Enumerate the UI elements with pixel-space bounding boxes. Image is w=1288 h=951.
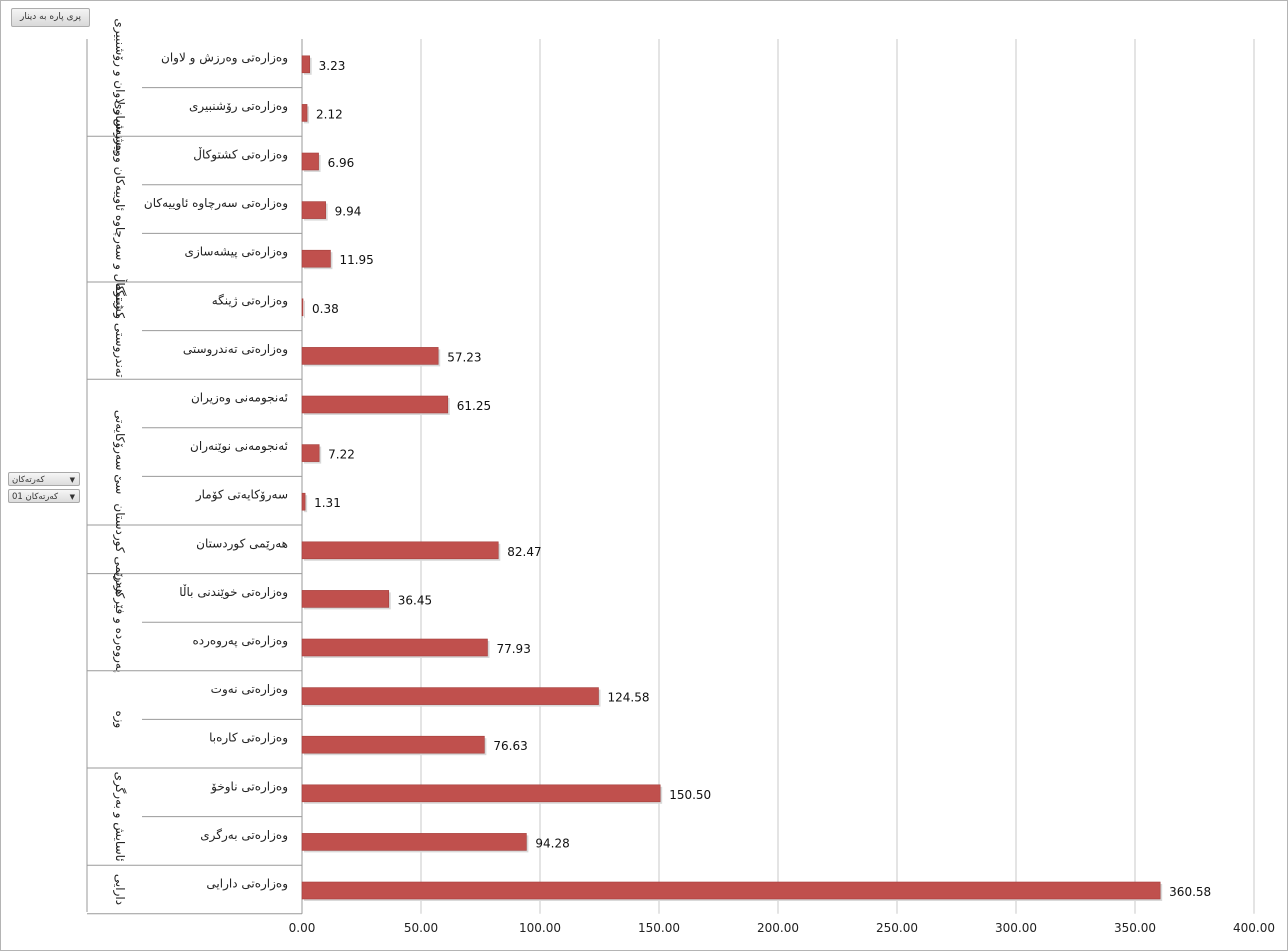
data-label: 360.58 xyxy=(1169,885,1211,899)
data-label: 7.22 xyxy=(328,448,355,462)
data-label: 9.94 xyxy=(335,205,362,219)
data-label: 150.50 xyxy=(669,788,711,802)
sector-filter-label: کەرتەکان xyxy=(12,475,45,485)
bar xyxy=(301,201,326,219)
data-label: 1.31 xyxy=(314,496,341,510)
x-tick-label: 0.00 xyxy=(289,921,316,935)
group-label: پەروەردە و فێرکردن xyxy=(112,572,127,673)
group-label: هەرێمی کوردستان xyxy=(112,503,127,595)
group-label: دارایی xyxy=(112,874,127,905)
category-label: وەزارەتی سەرچاوە ئاوییەکان xyxy=(144,196,288,211)
data-label: 0.38 xyxy=(312,302,339,316)
data-label: 76.63 xyxy=(493,739,527,753)
bar-shadow xyxy=(304,495,308,513)
bar xyxy=(301,638,488,657)
category-label: وەزارەتی ناوخۆ xyxy=(210,779,288,794)
category-label: هەرێمی کوردستان xyxy=(196,536,288,551)
data-label: 2.12 xyxy=(316,107,343,121)
group-label: وەرزش و لاوان و رۆشنبیری xyxy=(112,18,127,156)
x-tick-label: 350.00 xyxy=(1114,921,1156,935)
category-label: وەزارەتی خوێندنی باڵا xyxy=(179,584,288,600)
category-label: سەرۆکایەتی کۆمار xyxy=(195,488,288,503)
data-label: 3.23 xyxy=(319,59,346,73)
bar-shadow xyxy=(304,300,305,318)
bar xyxy=(301,55,310,74)
group-label: تەندروستی و ژینگە xyxy=(112,284,127,378)
x-tick-label: 400.00 xyxy=(1233,921,1275,935)
bar xyxy=(301,249,331,268)
group-label: وزە xyxy=(112,710,127,728)
data-label: 6.96 xyxy=(328,156,355,170)
category-label: وەزارەتی دارایی xyxy=(206,877,288,892)
data-label: 94.28 xyxy=(535,836,569,850)
group-label: کشتوکاڵ و سەرچاوە ئاوییەکان و پیشەسازی xyxy=(112,100,128,318)
bar xyxy=(301,444,320,462)
group-label: سێ سەرۆکایەتی xyxy=(112,410,127,494)
category-label: وەزارەتی ژینگە xyxy=(212,293,288,308)
caret-down-icon: ▼ xyxy=(69,493,75,501)
data-label: 82.47 xyxy=(507,545,541,559)
bar xyxy=(301,541,499,560)
bar xyxy=(301,590,390,608)
category-label: وەزارەتی پەروەردە xyxy=(192,634,288,649)
category-label: وەزارەتی رۆشنبیری xyxy=(189,99,288,114)
category-label: وەزارەتی بەرگری xyxy=(200,828,288,843)
data-label: 77.93 xyxy=(496,642,530,656)
bar xyxy=(301,735,485,754)
sector-filter-dropdown-2[interactable]: کەرتەکان 01 ▼ xyxy=(8,489,80,503)
x-tick-label: 50.00 xyxy=(404,921,438,935)
category-label: وەزارەتی نەوت xyxy=(211,682,288,697)
bar xyxy=(301,104,308,122)
category-label: وەزارەتی تەندروستی xyxy=(183,342,288,357)
bar xyxy=(301,881,1161,900)
category-label: وەزارەتی پیشەسازی xyxy=(185,245,288,260)
data-label: 124.58 xyxy=(608,691,650,705)
bar xyxy=(301,395,449,414)
x-tick-label: 200.00 xyxy=(757,921,799,935)
x-tick-label: 300.00 xyxy=(995,921,1037,935)
bar xyxy=(301,833,527,851)
category-label: ئەنجومەنی نوێنەران xyxy=(190,439,288,454)
x-tick-label: 250.00 xyxy=(876,921,918,935)
x-tick-label: 100.00 xyxy=(519,921,561,935)
category-label: وەزارەتی کشتوکاڵ xyxy=(193,147,288,163)
x-tick-label: 150.00 xyxy=(638,921,680,935)
bar xyxy=(301,152,319,171)
caret-down-icon: ▼ xyxy=(69,476,75,484)
data-label: 11.95 xyxy=(339,253,373,267)
bar xyxy=(301,687,599,705)
sector-filter-label-2: کەرتەکان 01 xyxy=(12,492,59,502)
category-label: وەزارەتی وەرزش و لاوان xyxy=(161,50,288,65)
bar xyxy=(301,784,661,803)
units-button[interactable]: پری پارە بە دینار xyxy=(11,8,91,27)
sector-filter-dropdown[interactable]: کەرتەکان ▼ xyxy=(8,472,80,486)
group-label: ئاسایش و بەرگری xyxy=(112,772,127,862)
data-label: 57.23 xyxy=(447,350,481,364)
bar xyxy=(301,492,306,511)
data-label: 61.25 xyxy=(457,399,491,413)
bar xyxy=(301,347,439,365)
data-label: 36.45 xyxy=(398,593,432,607)
bar xyxy=(301,298,304,317)
category-label: ئەنجومەنی وەزیران xyxy=(191,391,288,406)
category-label: وەزارەتی کارەبا xyxy=(209,731,288,746)
